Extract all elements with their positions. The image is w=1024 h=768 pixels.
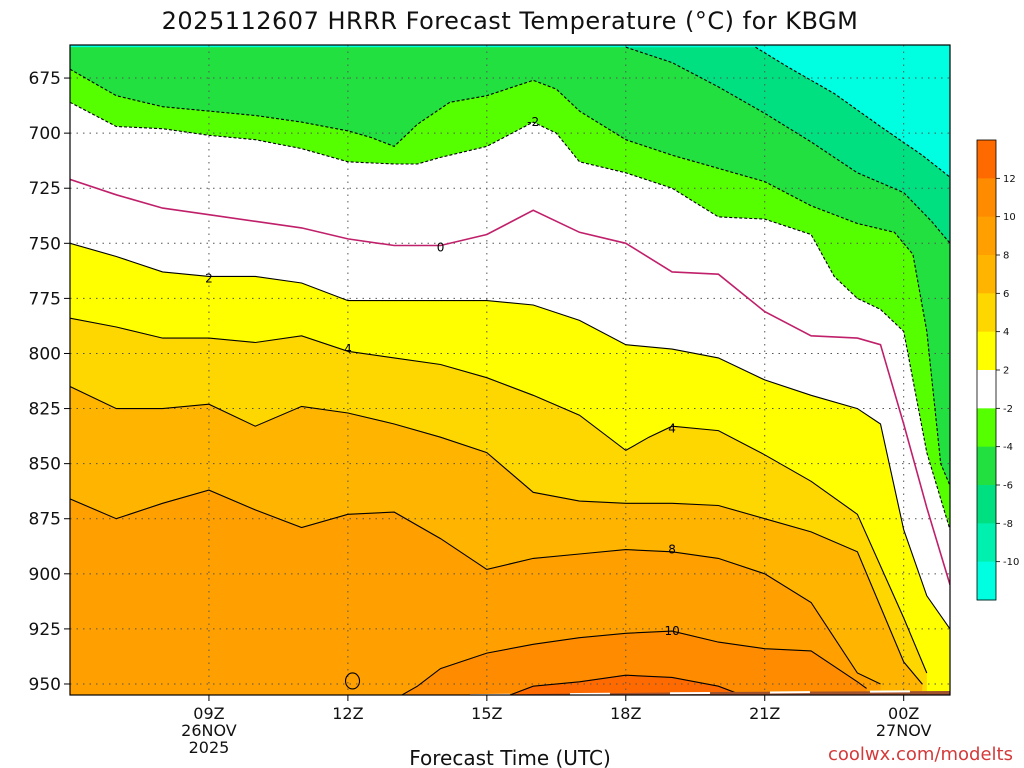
x-tick-label: 26NOV — [181, 721, 237, 740]
colorbar-tick-label: -2 — [1003, 404, 1013, 415]
temperature-fills — [70, 45, 950, 695]
colorbar-band — [977, 216, 996, 256]
colorbar-band — [977, 140, 996, 179]
surface-fill — [70, 691, 950, 695]
isotherm-2 — [70, 242, 950, 630]
x-tick-label: 09Z — [193, 704, 224, 723]
contour-label--2: -2 — [527, 115, 539, 129]
colorbar-band — [977, 255, 996, 294]
isotherm-8 — [70, 489, 881, 685]
y-tick-label: 775 — [29, 289, 61, 309]
grid-lines — [70, 45, 950, 695]
y-tick-label: 675 — [29, 69, 61, 89]
isotherm-0 — [70, 178, 950, 586]
colorbar-tick-label: 4 — [1003, 327, 1009, 338]
contour-label-text: 4 — [668, 421, 676, 435]
surface-ground — [70, 690, 950, 695]
colorbar-tick-label: 10 — [1003, 212, 1016, 223]
isotherm-10 — [400, 630, 867, 695]
x-tick-label: 12Z — [332, 704, 363, 723]
contour-label-text: 10 — [664, 624, 679, 638]
colorbar-band — [977, 331, 996, 371]
contour-label-text: 8 — [668, 543, 676, 557]
isotherm--6 — [625, 46, 950, 244]
x-tick-label: 00Z — [888, 704, 919, 723]
x-axis-label: Forecast Time (UTC) — [409, 746, 611, 768]
y-tick-label: 900 — [29, 565, 61, 585]
y-tick-label: 950 — [29, 675, 61, 695]
chart-title: 2025112607 HRRR Forecast Temperature (°C… — [162, 7, 859, 35]
x-tick-label: 15Z — [471, 704, 502, 723]
isotherm-4 — [70, 317, 928, 674]
contour-label-text: 2 — [205, 272, 213, 286]
x-tick-label: 27NOV — [876, 721, 932, 740]
colorbar-tick-label: -8 — [1003, 519, 1013, 530]
contour-label-10: 10 — [664, 624, 679, 638]
colorbar-band — [977, 408, 996, 448]
isotherm--8 — [755, 46, 950, 178]
isotherm-lines — [70, 46, 950, 695]
colorbar-tick-label: 8 — [1003, 251, 1009, 262]
contour-label-text: -2 — [527, 115, 539, 129]
contour-label-0: 0 — [437, 241, 445, 255]
colorbar-tick-label: -4 — [1003, 442, 1013, 453]
isotherm-12 — [509, 674, 742, 695]
colorbar-tick-label: 12 — [1003, 174, 1016, 185]
x-tick-label: 18Z — [610, 704, 641, 723]
x-tick-label: 2025 — [189, 738, 230, 757]
colorbar-tick-label: -6 — [1003, 481, 1013, 492]
colorbar-band — [977, 446, 996, 486]
contour-label-4: 4 — [344, 342, 352, 356]
isotherm-pocket-10 — [344, 672, 361, 690]
contour-labels: -2 0 2 4 4 8 10 — [205, 115, 680, 638]
colorbar-tick-label: 2 — [1003, 366, 1009, 377]
surface-edge — [394, 690, 950, 695]
contour-label-4: 4 — [668, 421, 676, 435]
isotherm--2 — [70, 101, 950, 530]
isotherm--4 — [70, 68, 950, 486]
plot-frame — [69, 44, 951, 696]
contour-label-text: 0 — [437, 241, 445, 255]
colorbar-tick-label: 6 — [1003, 289, 1009, 300]
y-tick-label: 700 — [29, 124, 61, 144]
y-tick-label: 850 — [29, 455, 61, 475]
contour-label-2: 2 — [205, 272, 213, 286]
colorbar-band — [977, 293, 996, 333]
colorbar-band — [977, 523, 996, 563]
y-tick-label: 925 — [29, 620, 61, 640]
isotherm-6 — [70, 386, 923, 685]
credit-link[interactable]: coolwx.com/modelts — [828, 744, 1013, 765]
y-axis: 675 700 725 750 775 800 825 850 875 900 925 950 — [29, 69, 70, 695]
colorbar-band — [977, 561, 996, 601]
colorbar-band — [977, 178, 996, 218]
y-tick-label: 800 — [29, 344, 61, 364]
y-tick-label: 750 — [29, 234, 61, 254]
y-tick-label: 825 — [29, 400, 61, 420]
contour-label-text: 4 — [344, 342, 352, 356]
colorbar-band — [977, 485, 996, 524]
colorbar: 12 10 8 6 4 2 -2 -4 -6 -8 -10 — [976, 139, 1019, 601]
contour-label-8: 8 — [668, 543, 676, 557]
colorbar-band — [977, 370, 996, 409]
y-tick-label: 725 — [29, 179, 61, 199]
x-tick-label: 21Z — [749, 704, 780, 723]
colorbar-tick-label: -10 — [1003, 557, 1019, 568]
y-tick-label: 875 — [29, 510, 61, 530]
